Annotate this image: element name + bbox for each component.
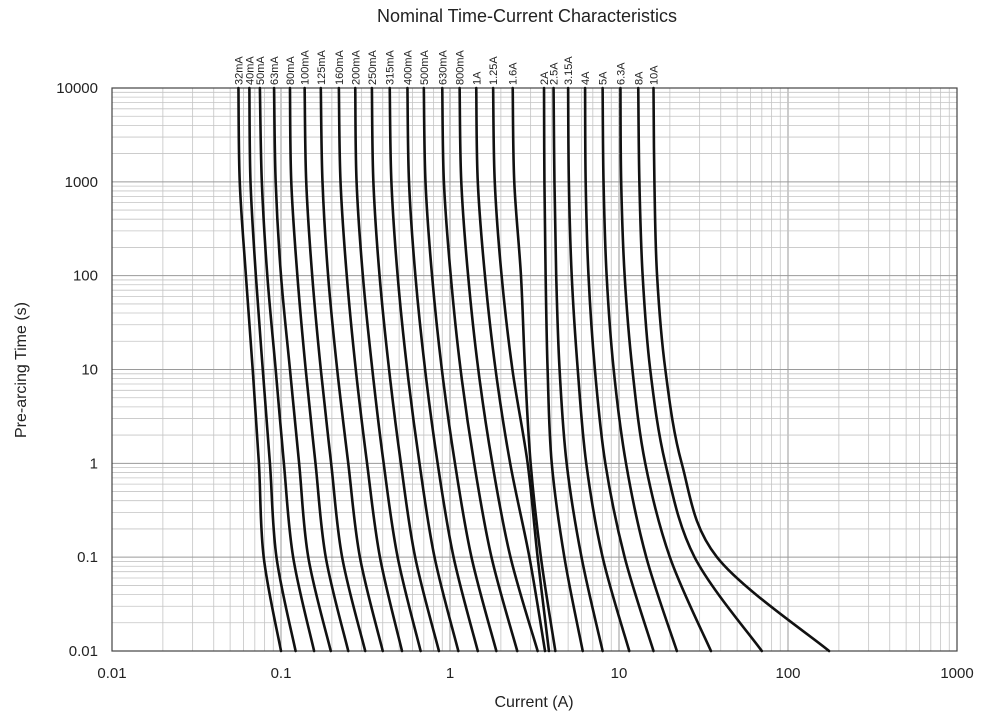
rating-label: 5A: [598, 71, 610, 85]
curve-2A: [542, 86, 585, 653]
y-tick-label: 0.01: [69, 643, 98, 660]
y-tick-label: 0.1: [77, 549, 98, 566]
curve-2.5A: [552, 86, 604, 653]
rating-label: 500mA: [419, 49, 431, 85]
y-tick-label: 10: [81, 362, 98, 379]
x-tick-label: 100: [775, 665, 800, 682]
curves: [237, 86, 831, 653]
rating-label: 10A: [649, 65, 661, 85]
rating-label: 160mA: [334, 49, 346, 85]
x-tick-label: 1: [446, 665, 454, 682]
rating-label: 1A: [471, 71, 483, 85]
curve-3.15A: [566, 86, 631, 653]
curve-10A: [652, 86, 831, 653]
curve-500mA: [422, 86, 498, 653]
curve-1A: [474, 86, 547, 653]
curve-800mA: [458, 86, 539, 653]
y-tick-label: 1000: [65, 174, 98, 191]
curve-1.6A: [511, 86, 557, 653]
rating-label: 8A: [633, 71, 645, 85]
curve-50mA: [258, 86, 316, 653]
rating-label: 250mA: [367, 49, 379, 85]
rating-label: 200mA: [350, 49, 362, 85]
x-tick-label: 0.1: [271, 665, 292, 682]
chart-title: Nominal Time-Current Characteristics: [377, 6, 677, 26]
y-axis-label: Pre-arcing Time (s): [13, 302, 30, 438]
curve-1.25A: [491, 86, 551, 653]
x-tick-label: 0.01: [97, 665, 126, 682]
curve-100mA: [303, 86, 367, 653]
rating-label: 400mA: [402, 49, 414, 85]
curve-400mA: [406, 86, 480, 653]
rating-label: 4A: [580, 71, 592, 85]
curve-250mA: [370, 86, 441, 653]
curve-200mA: [353, 86, 422, 653]
rating-label: 630mA: [437, 49, 449, 85]
curve-160mA: [337, 86, 404, 653]
curve-32mA: [237, 86, 283, 653]
rating-label: 1.6A: [508, 62, 520, 85]
rating-label: 2.5A: [549, 62, 561, 85]
curve-80mA: [288, 86, 350, 653]
curve-630mA: [440, 86, 519, 653]
rating-label: 1.25A: [488, 56, 500, 85]
y-tick-labels: 0.01 0.1 1 10 100 1000 10000: [56, 80, 98, 660]
rating-label: 3.15A: [563, 56, 575, 85]
rating-label: 80mA: [285, 56, 297, 85]
rating-label: 125mA: [316, 49, 328, 85]
curve-63mA: [272, 86, 333, 653]
y-tick-label: 1: [90, 455, 98, 472]
rating-label: 32mA: [233, 56, 245, 85]
rating-label: 6.3A: [615, 62, 627, 85]
rating-label: 2A: [539, 71, 551, 85]
x-axis-label: Current (A): [494, 694, 573, 711]
curve-40mA: [248, 86, 297, 653]
rating-label: 63mA: [269, 56, 281, 85]
curve-315mA: [388, 86, 460, 653]
rating-label: 800mA: [455, 49, 467, 85]
rating-label: 100mA: [300, 49, 312, 85]
rating-label: 40mA: [244, 56, 256, 85]
curve-6.3A: [619, 86, 713, 653]
grid: [111, 88, 957, 652]
rating-label: 50mA: [255, 56, 267, 85]
y-tick-label: 10000: [56, 80, 98, 97]
rating-label: 315mA: [385, 49, 397, 85]
curve-8A: [636, 86, 764, 653]
x-tick-labels: 0.01 0.1 1 10 100 1000: [97, 665, 973, 682]
x-tick-label: 1000: [940, 665, 973, 682]
curve-125mA: [319, 86, 385, 653]
curve-5A: [601, 86, 679, 653]
x-tick-label: 10: [611, 665, 628, 682]
y-tick-label: 100: [73, 268, 98, 285]
curve-4A: [583, 86, 655, 653]
plot-frame: [111, 87, 958, 652]
